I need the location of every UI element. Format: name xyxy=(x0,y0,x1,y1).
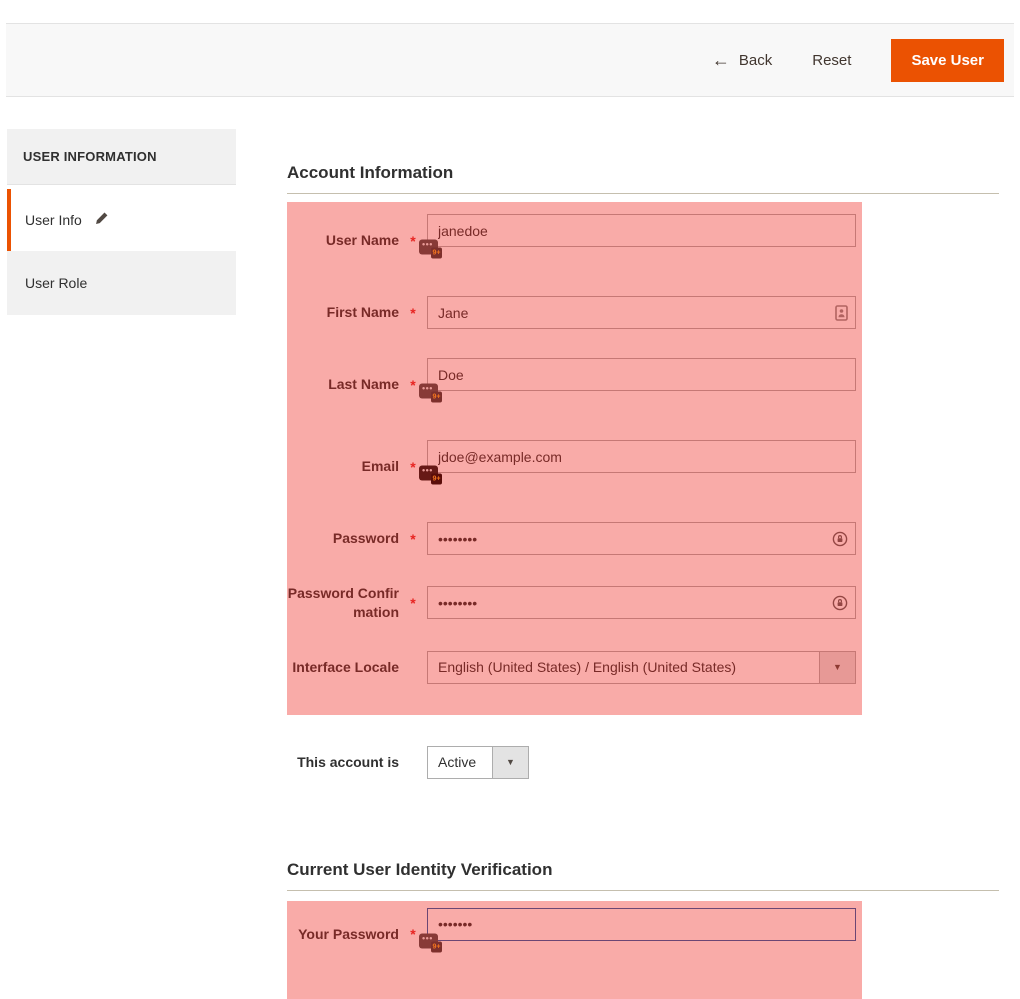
required-asterisk: * xyxy=(410,530,416,547)
page-actions-toolbar: ← Back Reset Save User xyxy=(6,23,1014,97)
interface-locale-label: Interface Locale xyxy=(292,658,399,675)
sidebar-header: USER INFORMATION xyxy=(7,129,236,185)
field-row-password-confirmation: Password Confirmation * xyxy=(287,584,862,622)
autofill-count-badge: 9+ xyxy=(431,247,442,259)
autofill-count-badge: 9+ xyxy=(431,941,442,953)
last-name-label: Last Name xyxy=(328,376,399,393)
verification-form-fields: Your Password * 9+ xyxy=(287,900,862,999)
required-asterisk: * xyxy=(410,458,416,475)
field-row-last-name: Last Name * 9+ xyxy=(287,358,862,411)
account-status-value: Active xyxy=(438,754,477,771)
field-row-interface-locale: Interface Locale English (United States)… xyxy=(287,650,862,684)
password-generate-icon[interactable] xyxy=(832,531,848,547)
main-content: Account Information User Name * 9+ First… xyxy=(287,163,999,999)
account-information-title: Account Information xyxy=(287,163,454,182)
password-confirmation-input[interactable] xyxy=(427,586,856,620)
user-name-input[interactable] xyxy=(427,214,856,247)
autofill-count-badge: 9+ xyxy=(431,473,442,485)
pencil-icon xyxy=(94,211,109,229)
required-asterisk: * xyxy=(410,594,416,611)
autofill-badge-dark-icon[interactable]: 9+ xyxy=(419,465,442,485)
autofill-badge-icon[interactable]: 9+ xyxy=(419,383,442,403)
required-asterisk: * xyxy=(410,304,416,321)
email-input[interactable] xyxy=(427,440,856,473)
interface-locale-value: English (United States) / English (Unite… xyxy=(438,659,737,676)
field-row-password: Password * xyxy=(287,522,862,555)
account-status-select[interactable]: Active ▼ xyxy=(427,745,529,779)
autofill-badge-icon[interactable]: 9+ xyxy=(419,933,442,953)
password-generate-icon[interactable] xyxy=(832,595,848,611)
autofill-badge-icon[interactable]: 9+ xyxy=(419,239,442,259)
interface-locale-select[interactable]: English (United States) / English (Unite… xyxy=(427,650,856,684)
chevron-down-icon[interactable]: ▼ xyxy=(492,746,528,778)
account-status-label: This account is xyxy=(297,753,399,770)
save-user-button[interactable]: Save User xyxy=(891,38,1004,82)
required-asterisk: * xyxy=(410,376,416,393)
back-button-label: Back xyxy=(738,51,773,69)
field-row-email: Email * 9+ xyxy=(287,440,862,493)
back-button[interactable]: ← Back xyxy=(712,51,772,69)
field-row-account-status: This account is Active ▼ xyxy=(287,745,999,779)
contact-card-icon[interactable] xyxy=(835,304,848,321)
last-name-input[interactable] xyxy=(427,358,856,391)
sidebar: USER INFORMATION User Info User Role xyxy=(7,129,236,315)
your-password-label: Your Password xyxy=(298,925,399,942)
reset-button-label: Reset xyxy=(812,51,852,69)
field-row-first-name: First Name * xyxy=(287,296,862,329)
sidebar-item-user-role[interactable]: User Role xyxy=(7,251,236,315)
required-asterisk: * xyxy=(410,232,416,249)
first-name-label: First Name xyxy=(326,304,399,321)
password-confirmation-label: Password Confirmation xyxy=(287,585,399,620)
field-row-your-password: Your Password * 9+ xyxy=(287,907,862,961)
field-row-user-name: User Name * 9+ xyxy=(287,214,862,267)
autofill-count-badge: 9+ xyxy=(431,391,442,403)
password-label: Password xyxy=(332,530,399,547)
email-label: Email xyxy=(361,458,399,475)
account-form-fields: User Name * 9+ First Name * Last Name * xyxy=(287,202,862,715)
first-name-input[interactable] xyxy=(427,296,856,329)
section-divider xyxy=(287,889,999,891)
user-name-label: User Name xyxy=(325,232,399,249)
section-divider xyxy=(287,193,999,194)
identity-verification-title: Current User Identity Verification xyxy=(287,859,553,879)
password-input[interactable] xyxy=(427,522,856,555)
your-password-input[interactable] xyxy=(427,907,856,941)
back-arrow-icon: ← xyxy=(711,50,730,70)
reset-button[interactable]: Reset xyxy=(812,52,851,69)
chevron-down-icon[interactable]: ▼ xyxy=(819,651,855,683)
sidebar-item-user-info[interactable]: User Info xyxy=(7,189,236,251)
sidebar-item-label: User Role xyxy=(25,275,88,291)
sidebar-item-label: User Info xyxy=(25,212,82,228)
